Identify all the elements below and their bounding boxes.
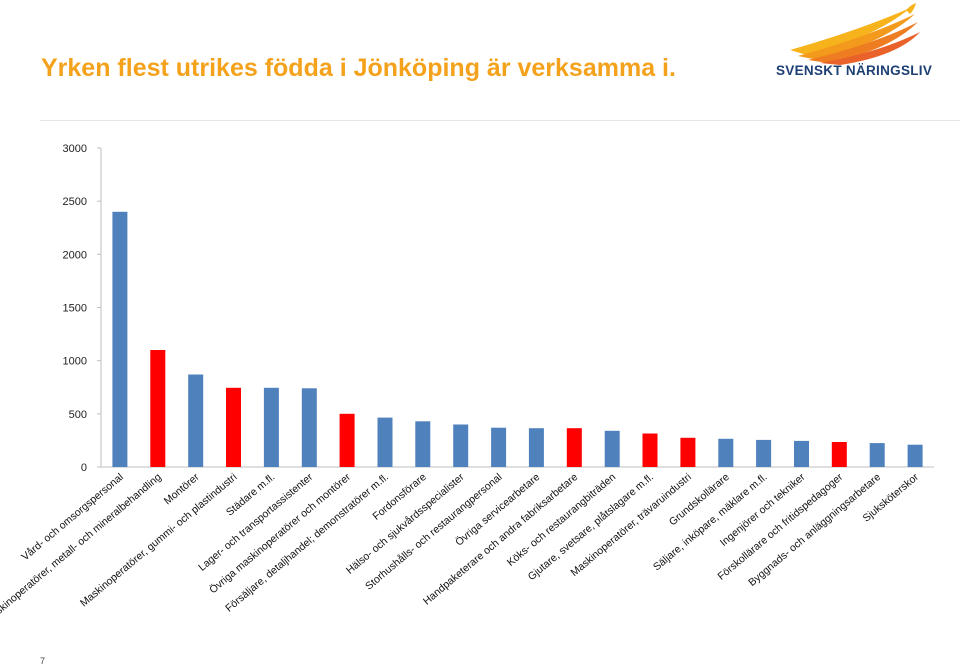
bar <box>528 428 544 467</box>
bar <box>453 424 469 467</box>
x-axis-labels: Vård- och omsorgspersonalMaskinoperatöre… <box>0 471 921 626</box>
logo-text: SVENSKT NÄRINGSLIV <box>776 63 933 78</box>
bar <box>756 439 772 467</box>
bar <box>415 421 431 467</box>
x-tick-label: Övriga maskinoperatörer och montörer <box>207 471 353 596</box>
y-tick-label: 1500 <box>63 303 87 315</box>
x-tick-label: Storhushålls- och restaurangpersonal <box>363 471 504 592</box>
bar <box>869 443 885 467</box>
bird-logo-icon <box>790 3 920 65</box>
y-tick-label: 0 <box>81 462 87 474</box>
bar <box>377 417 393 467</box>
bar <box>680 437 696 467</box>
bar <box>112 211 128 467</box>
bar <box>794 440 809 467</box>
bar <box>491 427 507 467</box>
bars <box>112 211 923 467</box>
page-number: 7 <box>40 656 46 666</box>
bar <box>718 438 734 467</box>
bar <box>188 374 204 467</box>
y-tick-label: 1000 <box>63 356 87 368</box>
y-tick-label: 2500 <box>63 196 87 208</box>
bar <box>226 387 241 467</box>
bar <box>566 428 582 467</box>
page-title: Yrken flest utrikes födda i Jönköping är… <box>41 54 676 82</box>
bar <box>301 388 317 467</box>
bar <box>263 387 279 467</box>
title-divider <box>40 120 960 121</box>
bar <box>831 442 847 467</box>
bar <box>642 433 658 467</box>
bar <box>150 350 166 467</box>
y-tick-label: 2000 <box>63 249 87 261</box>
y-tick-label: 500 <box>69 409 87 421</box>
bar <box>339 413 355 467</box>
bar <box>604 430 620 467</box>
y-tick-label: 3000 <box>63 143 87 155</box>
bar <box>907 444 923 467</box>
